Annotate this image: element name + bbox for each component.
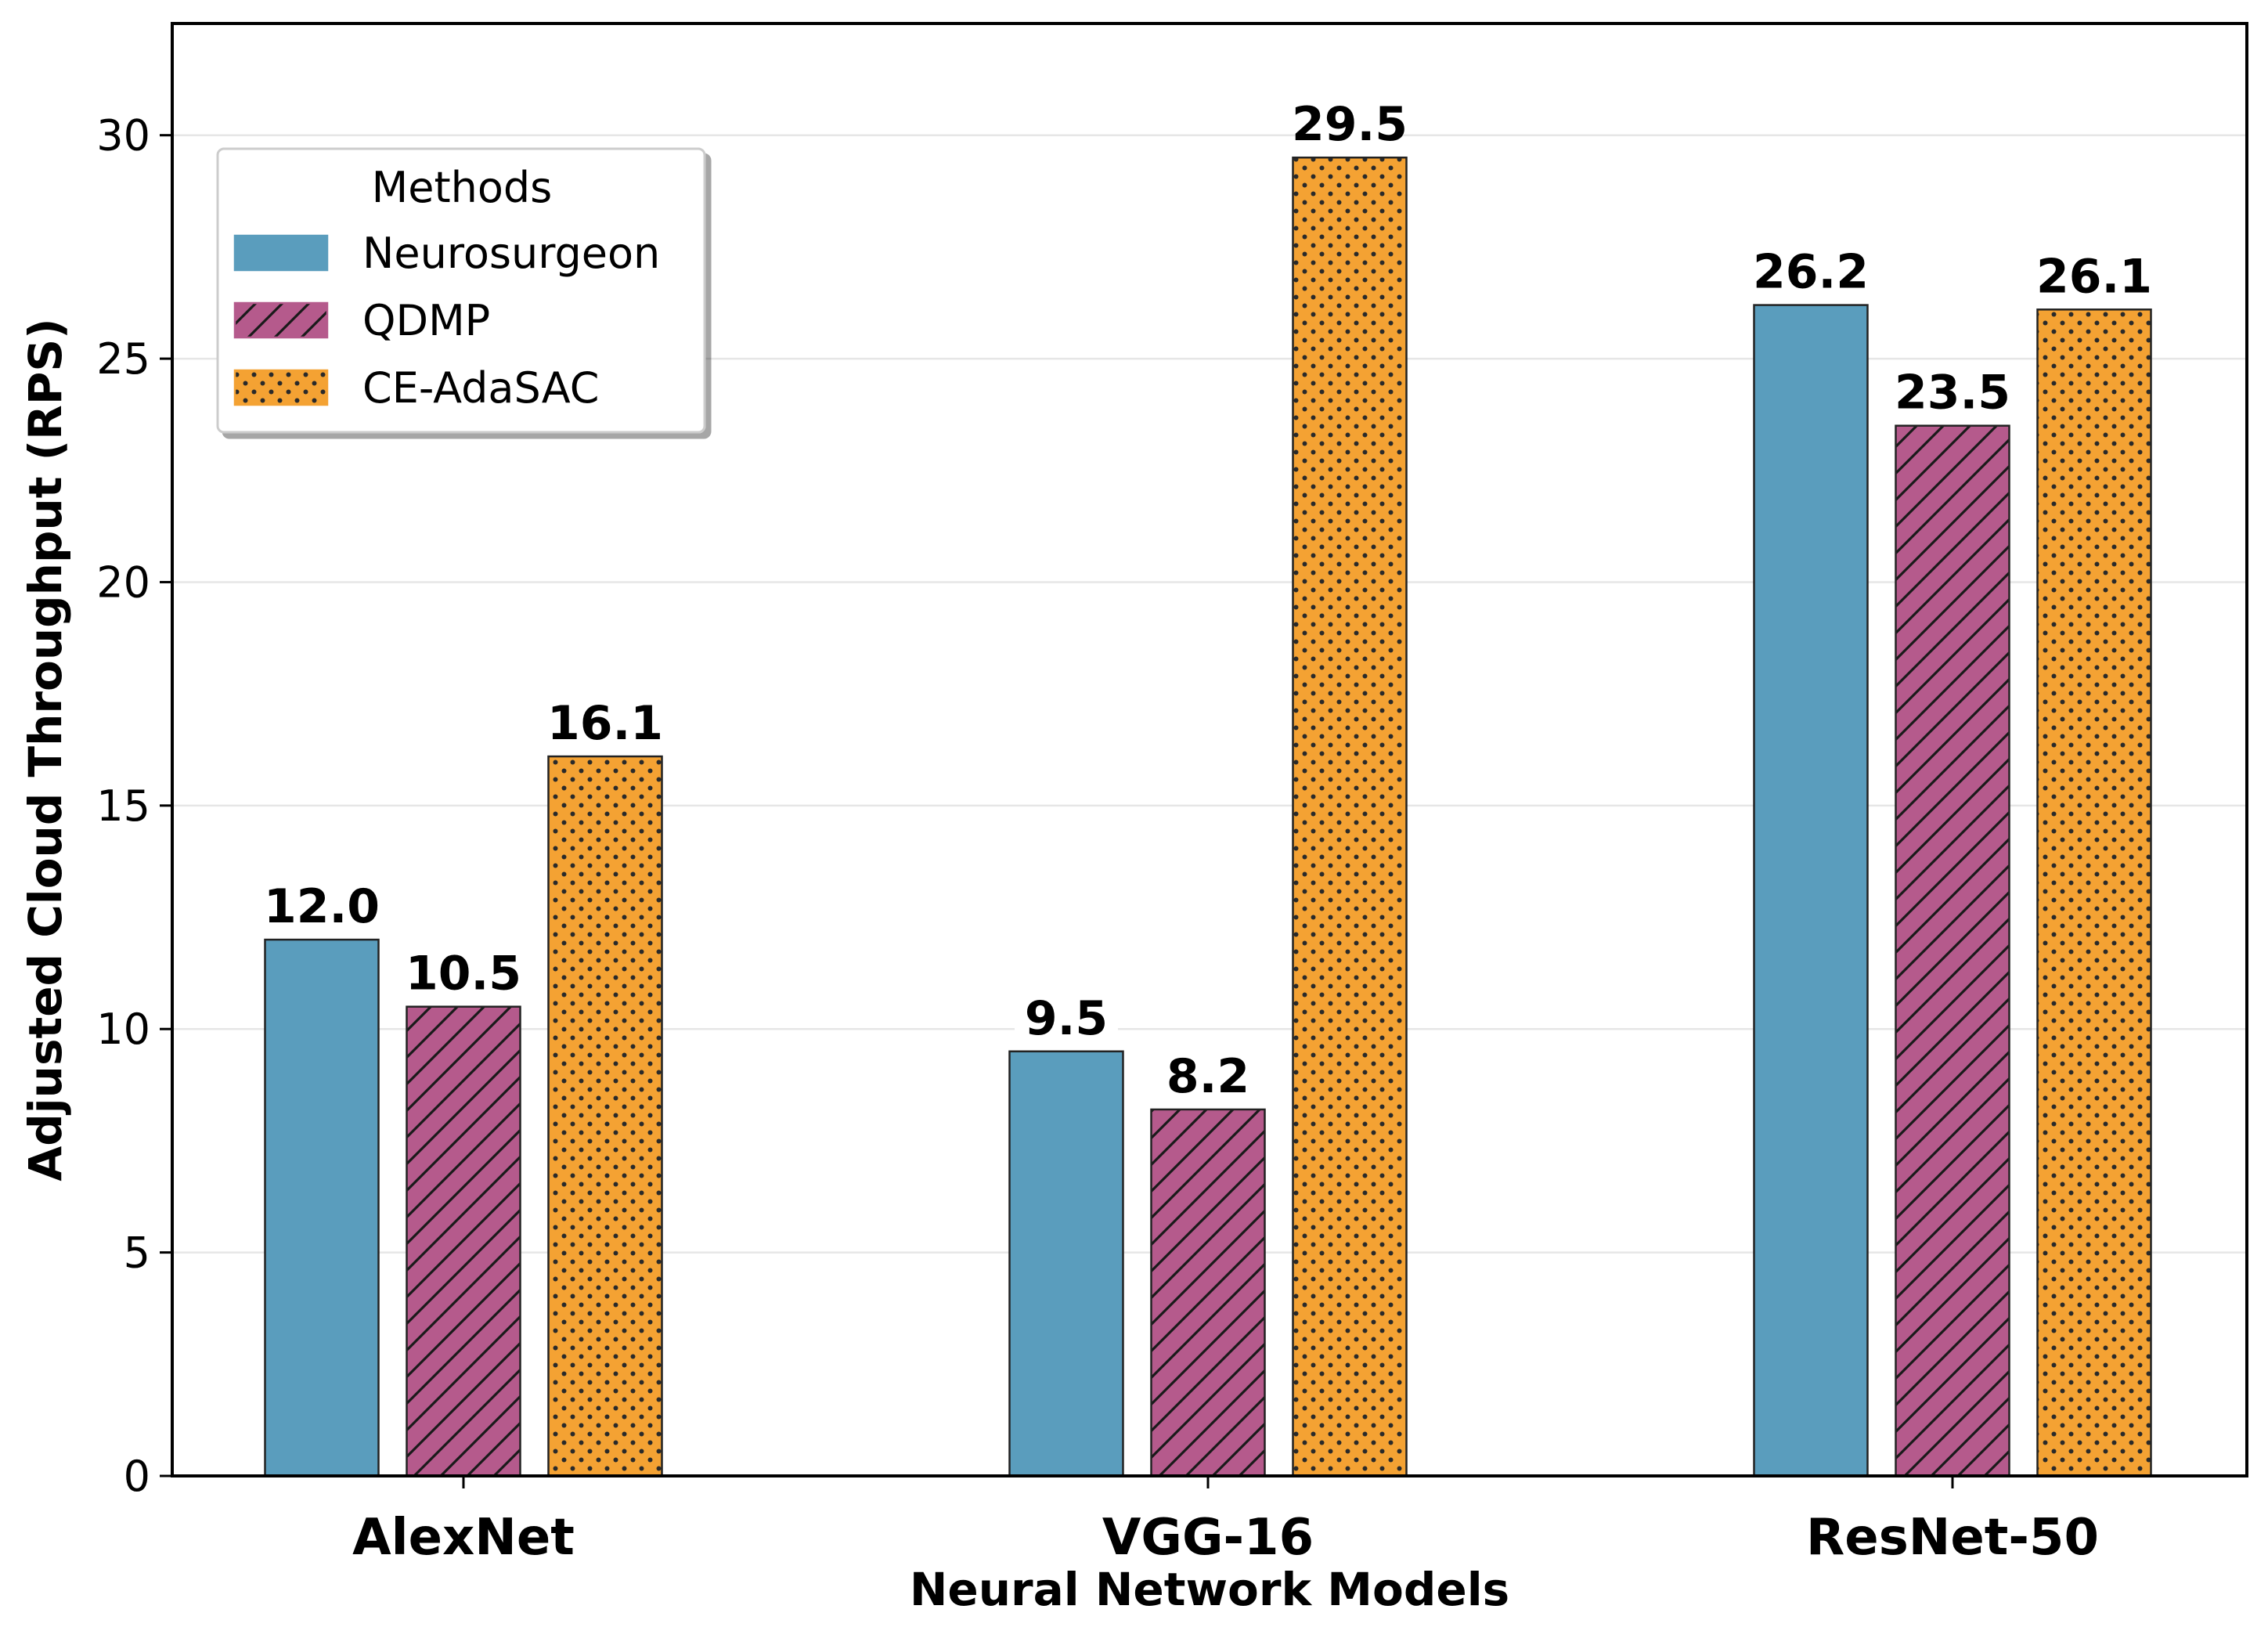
y-tick-label: 20	[96, 557, 150, 607]
legend-title: Methods	[372, 163, 553, 212]
bar-neurosurgeon-resnet-50	[1753, 304, 1869, 1477]
bar-ce-adasac-vgg-16	[1292, 156, 1408, 1477]
y-tick-label: 10	[96, 1005, 150, 1054]
value-label: 29.5	[1292, 97, 1408, 152]
value-label-bg	[553, 700, 657, 749]
bars	[264, 156, 2152, 1477]
value-label-bg	[412, 950, 515, 999]
value-label-bg	[1156, 1052, 1260, 1102]
value-label: 26.2	[1753, 245, 1869, 300]
legend-label: Neurosurgeon	[362, 229, 660, 278]
value-label-bg	[2043, 253, 2146, 302]
bar-neurosurgeon-vgg-16	[1008, 1050, 1124, 1477]
legend-label: CE-AdaSAC	[362, 363, 599, 413]
bar-ce-adasac-resnet-50	[2036, 308, 2152, 1477]
value-label-bg	[1759, 248, 1862, 298]
bar-qdmp-alexnet	[406, 1005, 521, 1477]
y-axis-title: Adjusted Cloud Throughput (RPS)	[19, 318, 72, 1181]
legend: Methods Neurosurgeon QDMP CE-AdaSAC	[216, 147, 706, 434]
x-tick-label: ResNet-50	[1806, 1509, 2099, 1567]
value-label-bg	[1015, 994, 1118, 1044]
bar-qdmp-vgg-16	[1150, 1108, 1266, 1477]
x-axis-title: Neural Network Models	[910, 1563, 1509, 1616]
plot-frame	[171, 22, 2248, 1477]
legend-swatch-neurosurgeon	[233, 234, 329, 272]
bar-ce-adasac-alexnet	[547, 755, 663, 1477]
legend-items: Neurosurgeon QDMP CE-AdaSAC	[233, 229, 660, 413]
legend-label: QDMP	[362, 296, 490, 345]
value-label: 12.0	[264, 879, 380, 934]
y-tick-label: 15	[96, 781, 150, 831]
y-tick-label: 30	[96, 111, 150, 161]
legend-swatch-qdmp	[233, 301, 329, 339]
legend-box	[216, 147, 706, 434]
value-label: 26.1	[2036, 249, 2152, 304]
value-label: 8.2	[1166, 1049, 1249, 1104]
value-label: 23.5	[1895, 366, 2010, 420]
x-tick-label: VGG-16	[1102, 1509, 1314, 1567]
value-label-bg	[270, 883, 373, 933]
value-labels: 12.0 10.5 16.1 9.5 8.2 29.5 26.2 23.5 26.1	[264, 97, 2152, 1104]
bar-qdmp-resnet-50	[1895, 424, 2010, 1477]
x-tick-label: AlexNet	[352, 1509, 575, 1567]
value-label: 16.1	[547, 696, 663, 751]
value-label-bg	[1298, 101, 1401, 150]
value-label-bg	[1901, 369, 2004, 418]
value-label: 9.5	[1025, 991, 1108, 1046]
y-tick-label: 0	[124, 1452, 150, 1501]
value-label: 10.5	[406, 947, 521, 1001]
axis-ticks: 0 5 10 15 20 25 30 AlexNet VGG-16 ResNet-50	[96, 111, 2099, 1567]
y-tick-label: 25	[96, 334, 150, 384]
y-tick-label: 5	[124, 1228, 150, 1278]
legend-swatch-ce-adasac	[233, 369, 329, 406]
bar-neurosurgeon-alexnet	[264, 938, 380, 1477]
